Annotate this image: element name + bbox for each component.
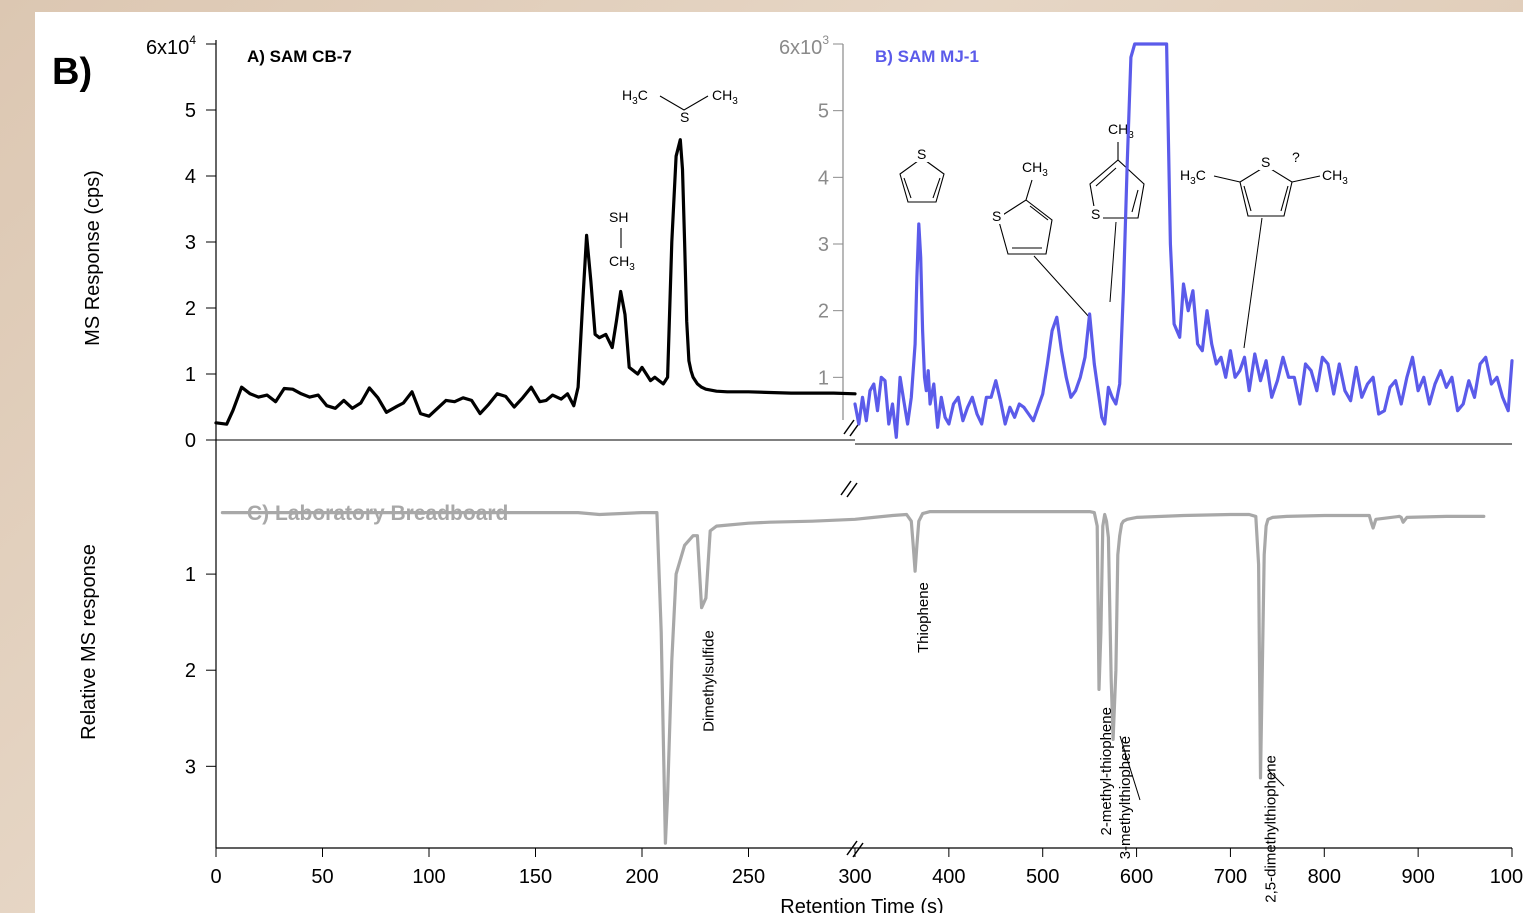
dimethylsulfide-structure: H3C S CH3	[622, 87, 738, 125]
x-tick-label: 200	[625, 866, 658, 888]
axis-break-marks	[840, 419, 864, 858]
leader-3-methylthiophene	[1109, 221, 1117, 303]
svg-text:?: ?	[1292, 149, 1300, 165]
panel-c-y-tick-label: 2	[185, 660, 196, 682]
panel-a-y-axis-label: MS Response (cps)	[82, 170, 104, 346]
tick-layer: 0 1 2 3 4 5 6x104 1 2 3 4 5 6x103 1 2 3 0 50 100 150 200 250 3…	[146, 33, 1523, 888]
panel-a-y-top-tick-label: 6x104	[146, 33, 196, 59]
panel-c-y-tick-label: 3	[185, 756, 196, 778]
s-label: S	[680, 109, 689, 125]
x-tick-label: 900	[1401, 866, 1434, 888]
panel-b-y-tick-label: 2	[818, 301, 829, 323]
panel-b-y-tick-label: 5	[818, 101, 829, 123]
x-tick-label: 500	[1026, 866, 1059, 888]
x-tick-label: 250	[732, 866, 765, 888]
svg-text:S: S	[1091, 206, 1100, 222]
figure: B) MS Response (cps) Relative MS respons…	[35, 12, 1523, 913]
x-tick-label: 700	[1214, 866, 1247, 888]
panel-b-y-top-tick-label: 6x103	[779, 33, 829, 59]
dimethylthiophene-structure: S H3C CH3 ?	[1180, 149, 1348, 217]
x-tick-label: 1000	[1490, 866, 1523, 888]
peak-label: Thiophene	[915, 582, 932, 653]
leader-dimethylthiophene	[1243, 217, 1263, 349]
leader-2-methylthiophene	[1033, 255, 1091, 319]
x-tick-label: 0	[210, 866, 221, 888]
methylthiophene-2-structure: S CH3	[990, 159, 1053, 255]
x-axis-label: Retention Time (s)	[780, 896, 943, 913]
svg-text:CH3: CH3	[609, 253, 635, 273]
panel-c-y-tick-label: 1	[185, 564, 196, 586]
leader-dimethylthiophene-label	[1267, 769, 1285, 787]
svg-text:S: S	[917, 146, 926, 162]
panel-label: B)	[52, 51, 92, 93]
panel-c-y-axis-label: Relative MS response	[78, 544, 100, 740]
x-tick-label: 400	[932, 866, 965, 888]
panel-a-y-tick-label: 0	[185, 430, 196, 452]
svg-text:CH3: CH3	[1108, 121, 1134, 141]
panel-b-y-tick-label: 3	[818, 234, 829, 256]
series-layer	[214, 42, 1514, 845]
svg-text:CH3: CH3	[1322, 167, 1348, 187]
peak-label: 2,5-dimethylthiophene	[1262, 755, 1279, 903]
panel-b-title: B) SAM MJ-1	[875, 47, 979, 66]
svg-text:S: S	[992, 208, 1001, 224]
thiophene-structure: S	[899, 146, 945, 203]
svg-text:CH3: CH3	[1022, 159, 1048, 179]
panel-b-series-line	[853, 42, 1514, 439]
panel-c-series-line	[220, 510, 1486, 845]
panel-a-y-tick-label: 5	[185, 100, 196, 122]
panel-b-y-tick-label: 4	[818, 167, 829, 189]
panel-a-y-tick-label: 4	[185, 166, 196, 188]
panel-a-series-line	[214, 138, 857, 426]
x-tick-label: 300	[838, 866, 871, 888]
svg-text:S: S	[1261, 154, 1270, 170]
peak-label: 3-methylthiophene	[1117, 736, 1134, 859]
panel-a-y-tick-label: 2	[185, 298, 196, 320]
x-tick-label: 150	[519, 866, 552, 888]
chromatogram-figure: B) MS Response (cps) Relative MS respons…	[52, 33, 1523, 913]
methylthiophene-3-structure: S CH3	[1089, 121, 1145, 222]
x-tick-label: 800	[1308, 866, 1341, 888]
panel-a-y-tick-label: 1	[185, 364, 196, 386]
panel-b-y-tick-label: 1	[818, 367, 829, 389]
panel-a-title: A) SAM CB-7	[247, 47, 352, 66]
peak-label: 2-methyl-thiophene	[1098, 707, 1115, 835]
svg-text:H3C: H3C	[622, 87, 648, 107]
peak-label: Dimethylsulfide	[701, 630, 718, 732]
sh-label: SH	[609, 209, 628, 225]
x-tick-label: 600	[1120, 866, 1153, 888]
methanethiol-structure: SH CH3	[609, 209, 635, 273]
leader-3-methylthiophene-label	[1119, 735, 1141, 801]
panel-a-y-tick-label: 3	[185, 232, 196, 254]
x-tick-label: 100	[412, 866, 445, 888]
svg-text:H3C: H3C	[1180, 167, 1206, 187]
svg-text:CH3: CH3	[712, 87, 738, 107]
peak-label-layer: Dimethylsulfide Thiophene 2-methyl-thiophe…	[701, 582, 1280, 903]
x-tick-label: 50	[311, 866, 333, 888]
